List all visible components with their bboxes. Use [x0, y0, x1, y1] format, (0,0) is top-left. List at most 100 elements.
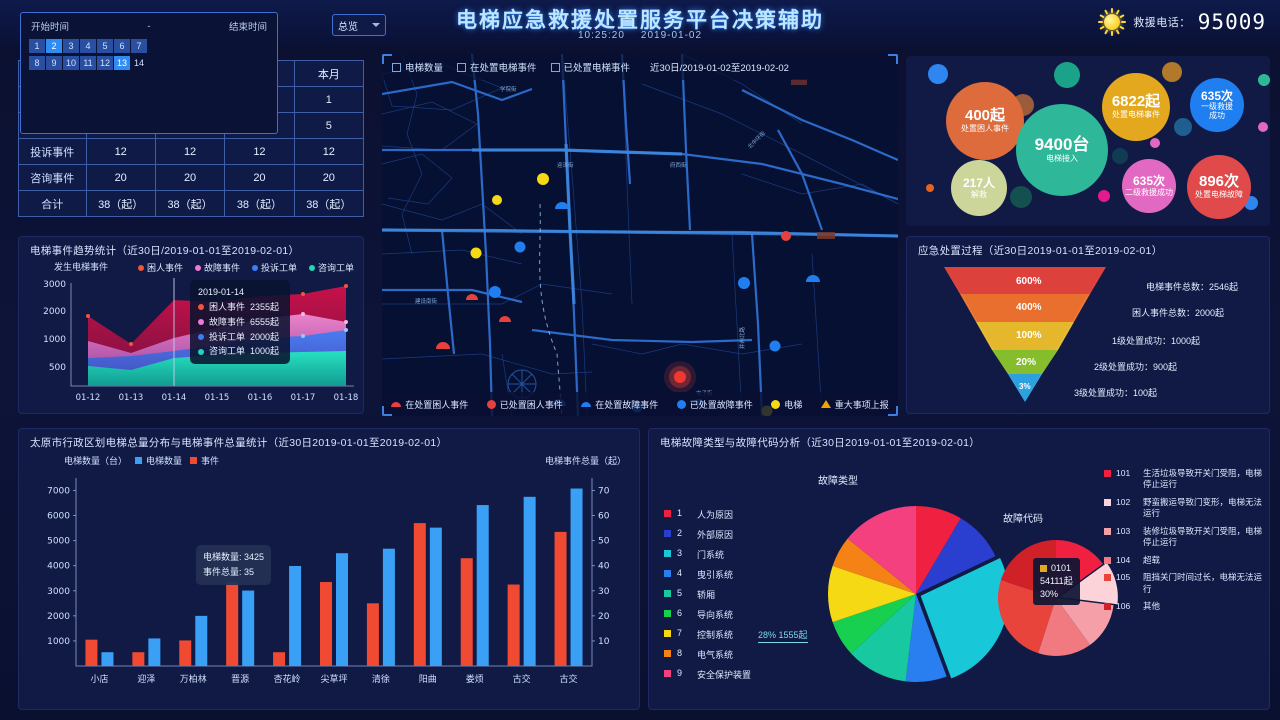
bar-x-label: 迎泽	[137, 673, 155, 685]
legend-item[interactable]: 105 阻挡关门时间过长，电梯无法运行	[1104, 572, 1264, 595]
bar-count[interactable]	[476, 505, 489, 666]
legend-item[interactable]: 7 控制系统	[664, 628, 751, 641]
bar-event[interactable]	[179, 640, 192, 666]
legend-item[interactable]: 4 曳引系统	[664, 568, 751, 581]
svg-text:1000: 1000	[43, 335, 66, 345]
day-cell[interactable]: 1	[29, 39, 45, 53]
legend-item[interactable]: 1 人为原因	[664, 508, 751, 521]
legend-swatch	[664, 630, 671, 637]
decor-bubble	[1162, 62, 1182, 82]
legend-number: 2	[677, 528, 683, 538]
legend-item[interactable]: 5 轿厢	[664, 588, 751, 601]
day-cell[interactable]: 14	[133, 58, 144, 68]
kpi-bubble[interactable]: 6822起 处置电梯事件	[1102, 73, 1170, 141]
day-cell[interactable]: 3	[63, 39, 79, 53]
funnel-panel: 应急处置过程（近30日2019-01-01至2019-02-01） 600% 4…	[906, 236, 1270, 414]
map-panel[interactable]: 学院街 迎泽街 府西街 建设南街 电子街 北中环街 并州北路	[382, 54, 898, 416]
bar-count[interactable]	[101, 652, 114, 666]
day-cell[interactable]: 12	[97, 56, 113, 70]
fault-type-pie-svg[interactable]	[768, 484, 1068, 704]
bar-count[interactable]	[195, 615, 208, 666]
day-cell[interactable]: 6	[114, 39, 130, 53]
bar-event[interactable]	[460, 558, 473, 666]
bar-event[interactable]	[273, 652, 286, 666]
kpi-bubble[interactable]: 400起 处置困人事件	[946, 82, 1024, 160]
day-cell[interactable]: 4	[80, 39, 96, 53]
day-cell[interactable]: 8	[29, 56, 45, 70]
pie-slice[interactable]	[828, 565, 916, 623]
map-filter-bar[interactable]: 电梯数量 在处置电梯事件 已处置电梯事件 近30日/2019-01-02至201…	[382, 54, 898, 80]
stats-cell: 38（起）	[293, 190, 365, 217]
circle-icon	[771, 399, 781, 409]
map-checkbox-handled-events[interactable]: 已处置电梯事件	[550, 60, 630, 74]
legend-item[interactable]: 103 装修垃圾导致开关门受阻，电梯停止运行	[1104, 526, 1264, 549]
day-cell[interactable]: 10	[63, 56, 79, 70]
circle-icon	[676, 399, 686, 409]
legend-item[interactable]: 104 超载	[1104, 555, 1264, 566]
kpi-bubble[interactable]: 217人 解救	[951, 160, 1007, 216]
pie-slice[interactable]	[832, 594, 916, 654]
day-cell[interactable]: 7	[131, 39, 147, 53]
kpi-bubble[interactable]: 635次 二级救援成功	[1122, 159, 1176, 213]
bar-event[interactable]	[507, 584, 520, 666]
bar-event[interactable]	[85, 639, 98, 666]
pie-slice[interactable]	[905, 594, 947, 682]
end-time-placeholder[interactable]: 结束时间	[228, 22, 267, 33]
bar-event[interactable]	[226, 582, 239, 666]
start-time-placeholder[interactable]: 开始时间	[31, 22, 70, 33]
day-cell[interactable]: 5	[97, 39, 113, 53]
bar-count[interactable]	[148, 638, 161, 666]
pie-slice[interactable]	[916, 506, 961, 594]
kpi-bubble[interactable]: 635次 一级救援 成功	[1190, 78, 1244, 132]
pie-slice[interactable]	[920, 558, 1009, 679]
legend-item[interactable]: 9 安全保护装置	[664, 668, 751, 681]
bar-count[interactable]	[523, 496, 536, 666]
bar-count[interactable]	[336, 553, 348, 666]
kpi-bubble[interactable]: 896次 处置电梯故障	[1187, 155, 1251, 219]
fault-type-subtitle: 故障类型	[818, 476, 858, 487]
bar-event[interactable]	[554, 531, 567, 666]
stats-row-label: 投诉事件	[18, 138, 87, 165]
pie-slice[interactable]	[832, 538, 916, 594]
bar-count[interactable]	[382, 548, 395, 666]
kpi-bubble-label: 解救	[971, 189, 987, 199]
pie-slice[interactable]	[851, 594, 916, 682]
legend-swatch	[664, 570, 671, 577]
date-picker-days[interactable]: 1 2 3 4 5 6 7 8 9 10 11 12 13 14	[21, 33, 277, 70]
bar-count[interactable]	[289, 565, 302, 666]
legend-item[interactable]: 2 外部原因	[664, 528, 751, 541]
bar-count[interactable]	[242, 590, 255, 666]
bar-event[interactable]	[320, 582, 332, 666]
legend-item[interactable]: 106 其他	[1104, 601, 1264, 612]
bar-count[interactable]	[570, 488, 583, 666]
overview-select[interactable]: 总览	[332, 14, 386, 36]
pie-slice[interactable]	[847, 506, 916, 594]
bar-event[interactable]	[366, 603, 379, 666]
legend-item[interactable]: 3 门系统	[664, 548, 751, 561]
half-circle-icon	[581, 401, 592, 407]
map-checkbox-elevator-count[interactable]: 电梯数量	[392, 60, 443, 74]
pie-slice[interactable]	[916, 518, 996, 594]
bar-event[interactable]	[132, 652, 145, 666]
pie-slice[interactable]	[1038, 598, 1091, 656]
legend-item[interactable]: 102 野蛮搬运导致门变形，电梯无法运行	[1104, 497, 1264, 520]
stats-hidden-value-1: 1	[293, 86, 365, 113]
bar-event[interactable]	[413, 523, 426, 666]
bar-tooltip-line2: 事件总量: 35	[203, 566, 255, 577]
legend-item[interactable]: 101 生活垃圾导致开关门受阻，电梯停止运行	[1104, 468, 1264, 491]
day-cell[interactable]: 11	[80, 56, 96, 70]
day-cell-selected[interactable]: 13	[114, 56, 130, 70]
legend-item-handled-fault: 已处置故障事件	[676, 398, 753, 411]
legend-item[interactable]: 8 电气系统	[664, 648, 751, 661]
pie-slice[interactable]	[1056, 598, 1114, 645]
day-cell[interactable]: 9	[46, 56, 62, 70]
legend-item[interactable]: 6 导向系统	[664, 608, 751, 621]
legend-number: 106	[1116, 601, 1131, 612]
date-picker-popup[interactable]: 开始时间 - 结束时间 1 2 3 4 5 6 7 8 9 10 11 12 1…	[20, 12, 278, 134]
map-checkbox-ongoing-events[interactable]: 在处置电梯事件	[457, 60, 537, 74]
day-cell-selected[interactable]: 2	[46, 39, 62, 53]
legend-number: 7	[677, 628, 683, 638]
pie-tooltip: 0101 54111起 30%	[1033, 558, 1080, 606]
bar-count[interactable]	[429, 527, 442, 666]
kpi-bubble[interactable]: 9400台 电梯接入	[1016, 104, 1108, 196]
